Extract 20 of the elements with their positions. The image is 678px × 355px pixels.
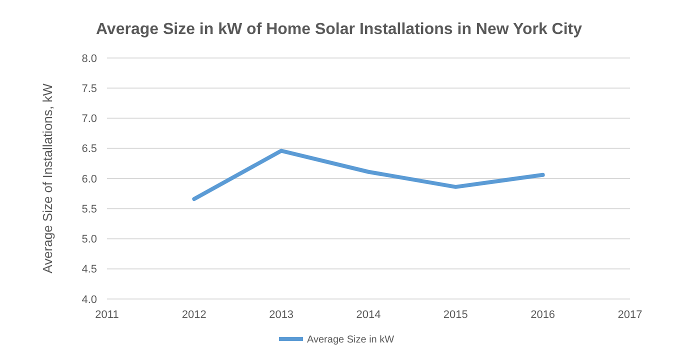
x-tick-label: 2014	[356, 309, 381, 321]
y-tick-label: 7.5	[82, 82, 97, 95]
y-tick-label: 4.0	[82, 294, 97, 306]
x-tick-label: 2012	[182, 309, 206, 321]
y-tick-label: 4.5	[82, 264, 97, 276]
y-tick-label: 6.5	[82, 143, 97, 156]
y-tick-label: 5.5	[82, 203, 97, 216]
line-series	[192, 148, 545, 201]
x-tick-label: 2013	[269, 309, 294, 321]
y-tick-label: 5.0	[82, 234, 97, 246]
y-tick-label: 8.0	[82, 52, 97, 65]
x-tick-label: 2015	[443, 309, 468, 321]
chart-title: Average Size in kW of Home Solar Installations in New York City	[96, 21, 582, 38]
legend-label: Average Size in kW	[307, 334, 395, 346]
x-tick-label: 2016	[530, 309, 556, 321]
y-tick-label: 6.0	[82, 173, 97, 186]
x-tick-label: 2011	[95, 309, 119, 321]
y-tick-label: 7.0	[82, 113, 97, 126]
x-tick-label: 2017	[618, 309, 642, 321]
y-axis-title: Average Size of Installations, kW	[40, 82, 55, 274]
